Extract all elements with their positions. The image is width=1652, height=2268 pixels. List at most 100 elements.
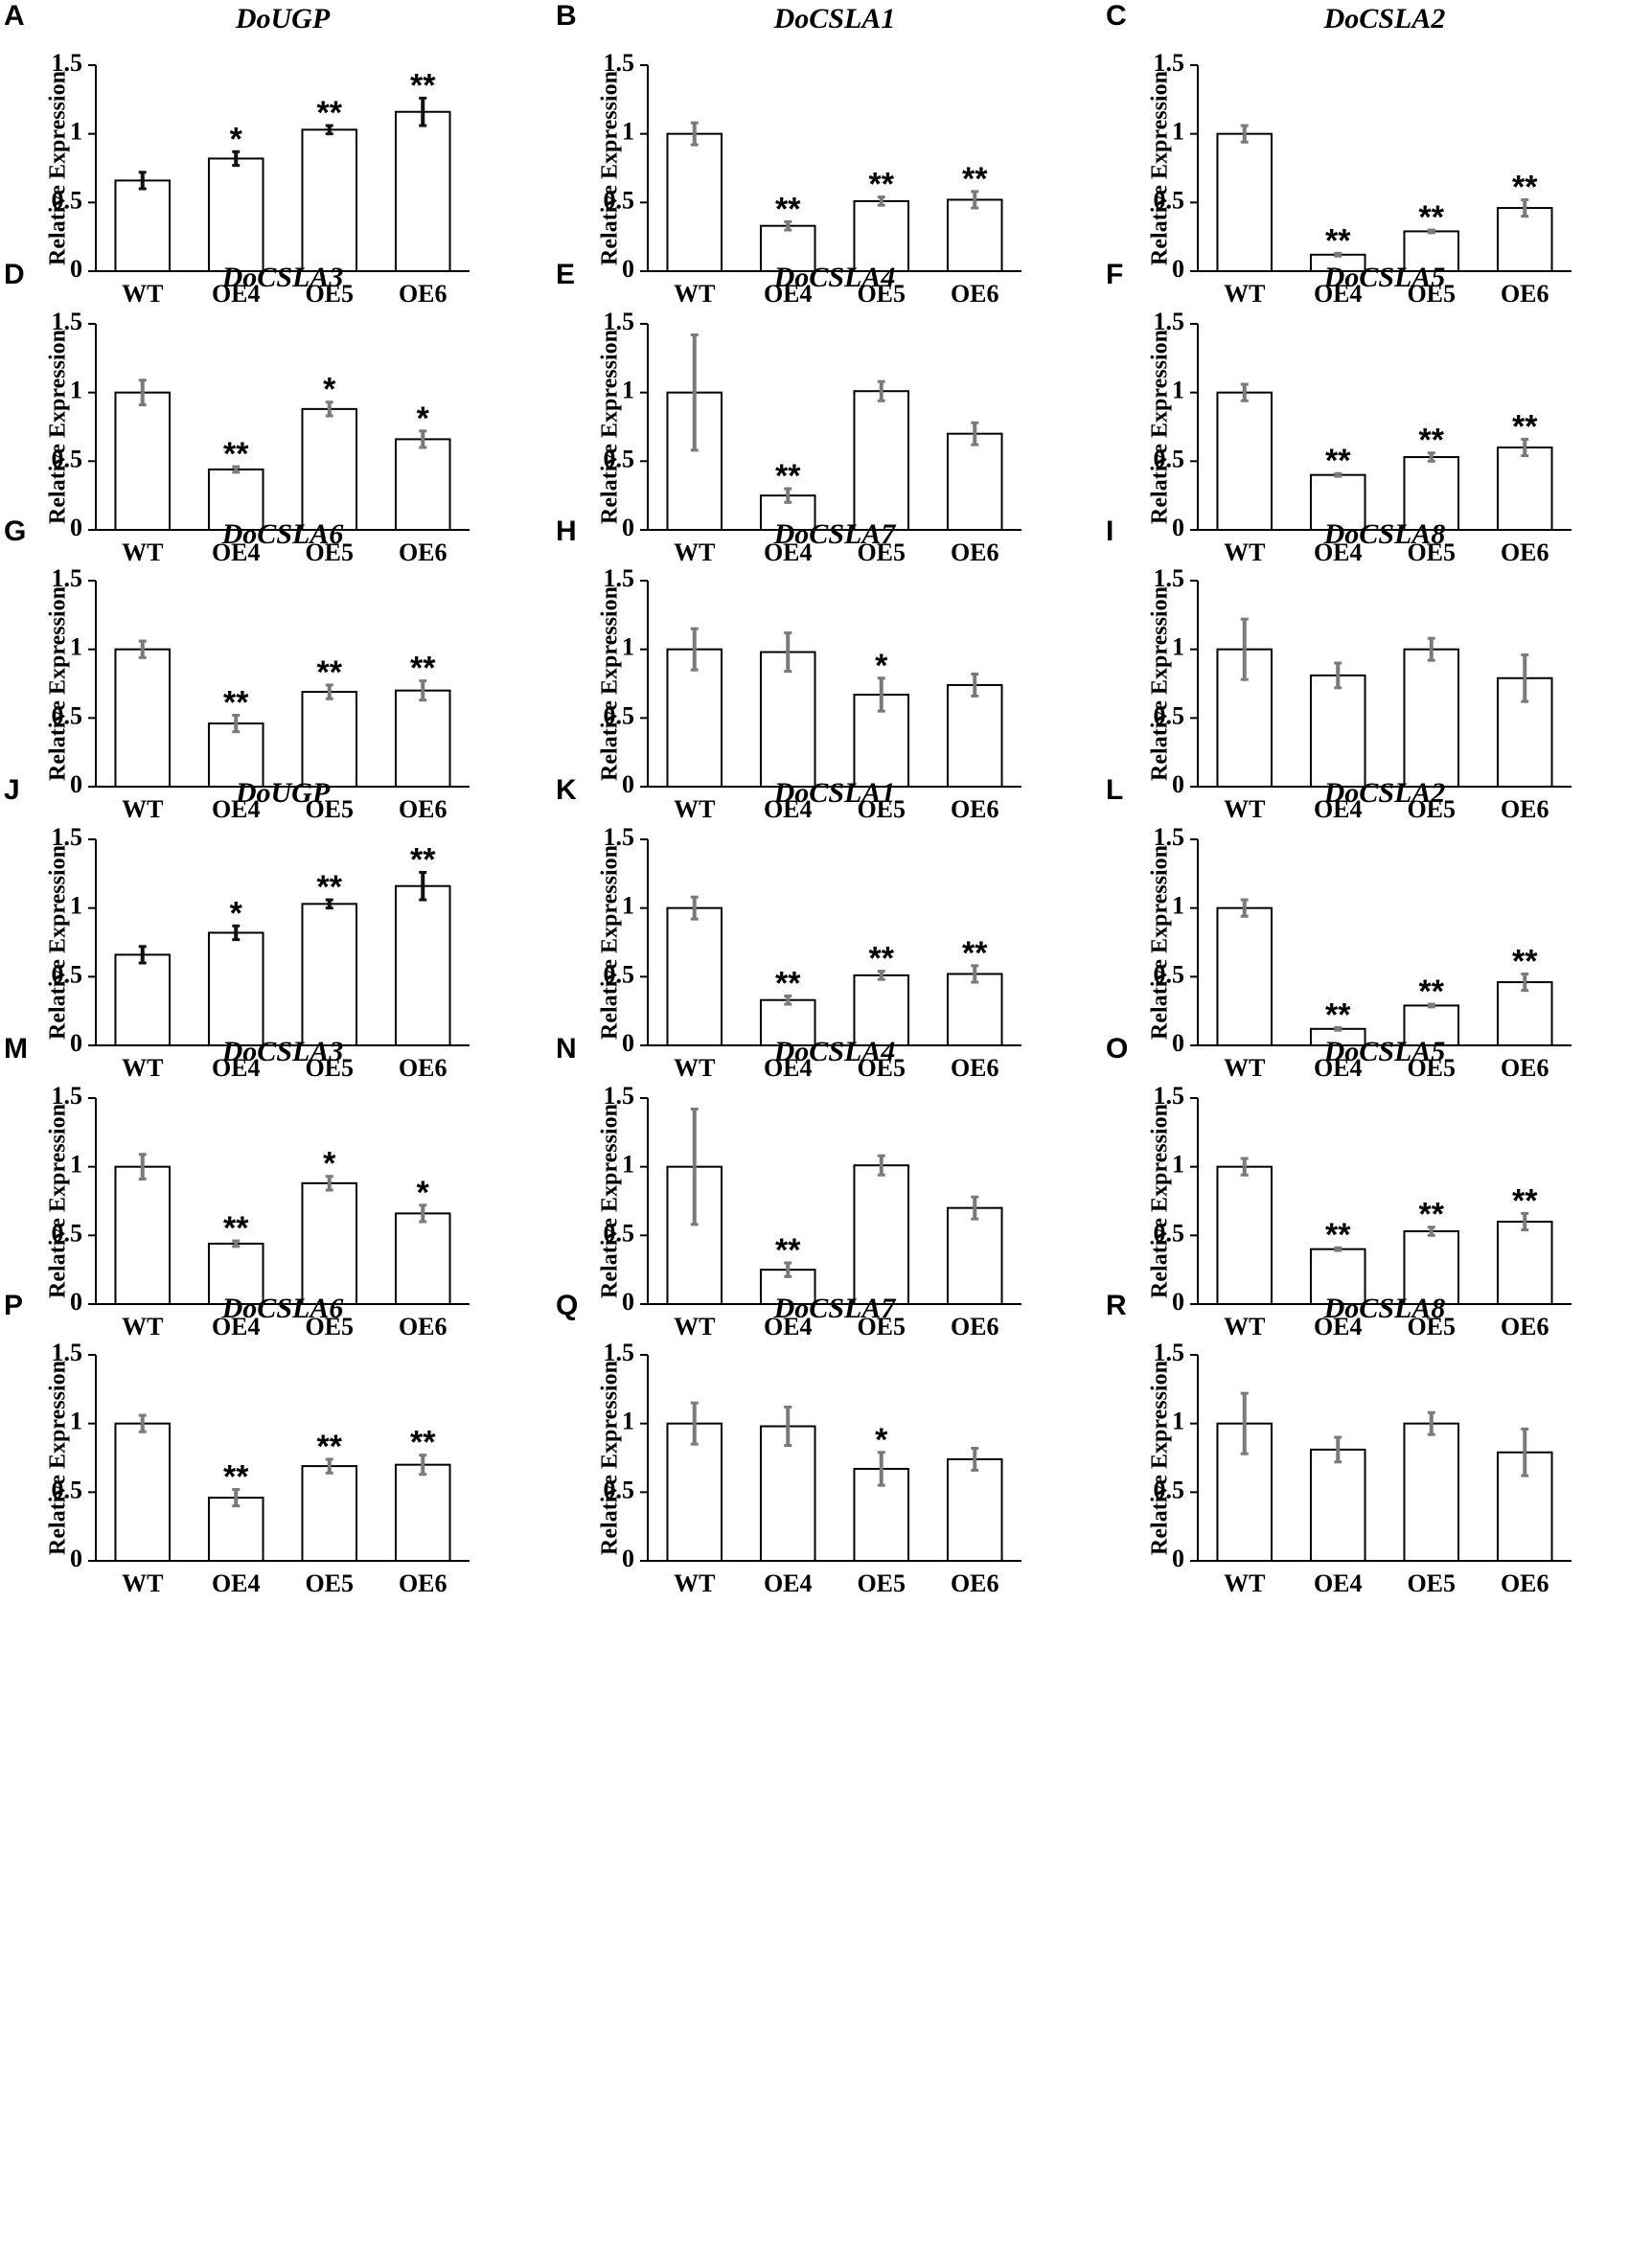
significance-marker: * bbox=[323, 1146, 336, 1182]
x-tick-label: OE5 bbox=[857, 795, 906, 823]
y-tick-label: 1.5 bbox=[52, 308, 83, 335]
significance-marker: * bbox=[417, 1175, 430, 1211]
y-tick-label: 0.5 bbox=[604, 186, 635, 214]
y-tick-label: 1 bbox=[622, 1408, 634, 1435]
y-tick-label: 0 bbox=[70, 1545, 82, 1572]
x-tick-label: OE6 bbox=[951, 1313, 999, 1340]
bar-oe6 bbox=[1496, 676, 1553, 788]
x-tick-label: OE4 bbox=[764, 1313, 813, 1340]
chart-title: DoUGP bbox=[235, 3, 331, 34]
y-tick-label: 1.5 bbox=[604, 1082, 635, 1110]
significance-marker: ** bbox=[775, 458, 801, 494]
y-axis-label: Relative Expression bbox=[46, 1361, 71, 1555]
panel-letter: K bbox=[556, 774, 577, 806]
x-tick-label: OE4 bbox=[1314, 1313, 1363, 1340]
bar-oe6 bbox=[1496, 1221, 1553, 1305]
significance-marker: * bbox=[875, 648, 888, 684]
y-tick-label: 1 bbox=[622, 1151, 634, 1179]
bar-oe6 bbox=[394, 110, 451, 272]
y-tick-label: 0 bbox=[622, 1288, 634, 1316]
x-tick-label: OE6 bbox=[399, 1313, 447, 1340]
significance-marker: ** bbox=[1325, 443, 1351, 479]
bar-oe6 bbox=[394, 884, 451, 1046]
panel-letter: E bbox=[556, 259, 575, 290]
y-axis-label: Relative Expression bbox=[46, 845, 71, 1040]
bar-oe6 bbox=[946, 1457, 1003, 1563]
bar-oe5 bbox=[1403, 648, 1460, 789]
significance-marker: ** bbox=[775, 191, 801, 227]
panel-letter: B bbox=[556, 0, 577, 32]
chart-title: DoUGP bbox=[235, 777, 331, 809]
panel-letter: C bbox=[1106, 0, 1127, 32]
y-tick-label: 1 bbox=[622, 633, 634, 661]
bar-oe5 bbox=[853, 1164, 910, 1305]
x-tick-label: OE5 bbox=[1407, 795, 1456, 823]
bar-wt bbox=[114, 953, 172, 1047]
significance-marker: ** bbox=[223, 684, 249, 721]
x-tick-label: OE5 bbox=[857, 538, 906, 566]
bar-wt bbox=[1216, 132, 1273, 272]
x-tick-label: WT bbox=[122, 795, 163, 823]
chart-title: DoCSLA1 bbox=[773, 777, 896, 809]
x-tick-label: OE6 bbox=[951, 1569, 999, 1597]
significance-marker: ** bbox=[410, 651, 436, 687]
x-tick-label: OE5 bbox=[1407, 1313, 1456, 1340]
y-axis-label: Relative Expression bbox=[1148, 330, 1173, 524]
y-tick-label: 0.5 bbox=[604, 445, 635, 472]
x-tick-label: OE5 bbox=[857, 1569, 906, 1597]
chart-title: DoCSLA6 bbox=[221, 518, 344, 550]
bar-oe6 bbox=[946, 683, 1003, 789]
y-tick-label: 1.5 bbox=[52, 49, 83, 77]
significance-marker: ** bbox=[869, 167, 895, 203]
y-axis-label: Relative Expression bbox=[1148, 586, 1173, 781]
bar-oe5 bbox=[1403, 1422, 1460, 1562]
x-tick-label: OE4 bbox=[764, 280, 813, 308]
significance-marker: ** bbox=[775, 1232, 801, 1269]
significance-marker: * bbox=[875, 1422, 888, 1458]
panel-letter: M bbox=[4, 1033, 28, 1065]
x-tick-label: OE4 bbox=[764, 1054, 813, 1082]
panel-letter: A bbox=[4, 0, 25, 32]
bar-oe5 bbox=[1403, 1004, 1460, 1047]
x-tick-label: OE6 bbox=[1501, 1569, 1549, 1597]
x-tick-label: WT bbox=[1224, 795, 1265, 823]
bar-oe6 bbox=[1496, 207, 1553, 272]
chart-title: DoCSLA3 bbox=[221, 262, 344, 293]
y-tick-label: 1 bbox=[70, 118, 82, 146]
chart-title: DoCSLA5 bbox=[1323, 1036, 1446, 1067]
significance-marker: ** bbox=[1512, 943, 1538, 979]
x-tick-label: OE5 bbox=[1407, 1569, 1456, 1597]
significance-marker: ** bbox=[317, 869, 343, 905]
y-tick-label: 0 bbox=[70, 1288, 82, 1316]
chart-title: DoCSLA7 bbox=[773, 518, 897, 550]
x-tick-label: OE6 bbox=[1501, 1313, 1549, 1340]
y-tick-label: 0.5 bbox=[52, 960, 83, 988]
bar-oe4 bbox=[759, 651, 816, 788]
panel-letter: P bbox=[4, 1290, 23, 1321]
significance-marker: ** bbox=[410, 67, 436, 103]
significance-marker: ** bbox=[962, 161, 988, 197]
x-tick-label: OE5 bbox=[305, 795, 354, 823]
y-tick-label: 0.5 bbox=[52, 1219, 83, 1247]
significance-marker: * bbox=[323, 372, 336, 408]
x-tick-label: OE6 bbox=[951, 795, 999, 823]
y-tick-label: 1.5 bbox=[52, 1339, 83, 1366]
bar-oe6 bbox=[394, 438, 451, 531]
y-tick-label: 1 bbox=[70, 892, 82, 920]
bar-wt bbox=[114, 1165, 172, 1305]
x-tick-label: OE5 bbox=[857, 280, 906, 308]
x-tick-label: OE4 bbox=[212, 795, 261, 823]
bar-oe4 bbox=[207, 1497, 264, 1562]
y-tick-label: 0 bbox=[1172, 514, 1184, 541]
y-tick-label: 1.5 bbox=[604, 823, 635, 851]
bar-oe4 bbox=[207, 722, 264, 788]
